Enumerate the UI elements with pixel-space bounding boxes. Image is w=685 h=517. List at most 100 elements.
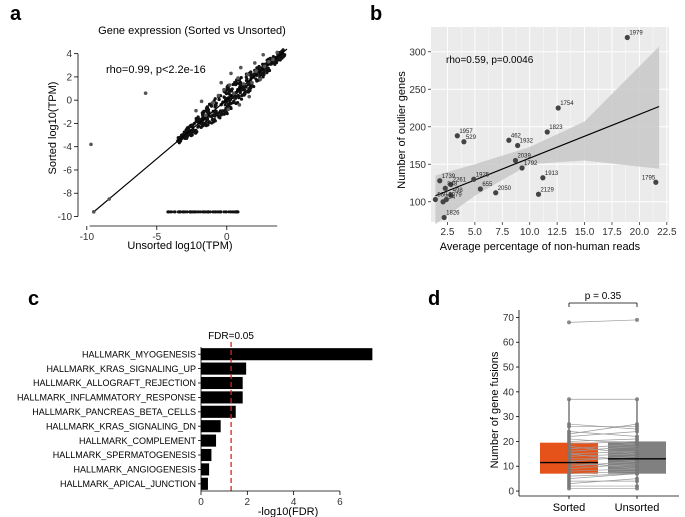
panel-a-title: Gene expression (Sorted vs Unsorted) [98, 25, 286, 37]
panel-a-point [143, 91, 148, 95]
panel-a-density-point [234, 96, 238, 100]
panel-b-point-label: 1823 [549, 125, 563, 131]
panel-a-density-point [228, 97, 233, 102]
panel-a-density-point [196, 118, 200, 123]
panel-a-point [253, 61, 257, 65]
panel-a-density-point [238, 91, 242, 95]
panel-b-point [477, 186, 483, 192]
panel-d-pair-line [568, 438, 638, 442]
panel-d-point-unsorted [635, 444, 639, 449]
panel-a-point [237, 103, 242, 107]
panel-a-density-point [210, 115, 214, 119]
panel-a-zero-row [166, 210, 240, 214]
panel-a-point [239, 65, 243, 70]
panel-a-y-tick-label: -6 [63, 165, 72, 176]
panel-a-density-point [222, 112, 226, 116]
panel-c-bar [201, 477, 208, 490]
panel-a-point [267, 59, 271, 64]
panel-a-y-tick-label: 0 [66, 96, 72, 107]
panel-b-annotation: rho=0.59, p=0.0046 [446, 55, 534, 66]
panel-c-bar [201, 448, 212, 462]
panel-a-density-point [216, 111, 220, 116]
panel-a-density-point [223, 108, 228, 112]
panel-a-y-tick-label: 4 [66, 49, 72, 60]
panel-b-point-label: 848 [447, 181, 458, 187]
panel-a-density-point [189, 133, 193, 138]
panel-a-point [216, 93, 221, 98]
panel-a-density-point [203, 123, 207, 127]
panel-a-density-point [214, 103, 218, 107]
panel-a-density-point [205, 105, 209, 109]
panel-a-density-point [205, 117, 210, 121]
panel-a-point [211, 100, 215, 105]
panel-b-point [461, 139, 467, 145]
panel-d-point-unsorted [635, 476, 639, 481]
panel-c-category-label: HALLMARK_COMPLEMENT [79, 436, 197, 446]
panel-a-point [199, 99, 204, 104]
panel-d-pair-line [568, 460, 638, 467]
panel-a-density-point [222, 95, 226, 99]
panel-a-density-point [247, 88, 251, 92]
panel-a-density-point [249, 70, 253, 74]
panel-a-x-tick-label: 0 [224, 232, 230, 243]
panel-d-pair-line [568, 463, 638, 470]
panel-a-density-point [191, 123, 195, 127]
panel-a-density-point [213, 119, 217, 123]
panel-a-density-point [239, 97, 244, 101]
panel-b-x-tick-label: 22.5 [657, 227, 677, 238]
panel-d-pair-line [568, 431, 638, 437]
panel-a-point [204, 113, 208, 118]
panel-d-point-sorted [567, 397, 571, 402]
panel-c-bar [201, 362, 247, 375]
panel-b-point-label: 734 [445, 195, 456, 201]
panel-d-y-tick-label: 10 [503, 462, 515, 473]
panel-b-point-label: 2129 [540, 187, 554, 193]
panel-d-pair-line [568, 446, 638, 455]
panel-a-y-tick-label: -8 [63, 189, 72, 200]
panel-d-pvalue: p = 0.35 [585, 291, 622, 302]
panel-a-density-point [274, 60, 279, 65]
panel-c-category-label: HALLMARK_PANCREAS_BETA_CELLS [32, 407, 196, 417]
panel-a-density-point [214, 109, 218, 113]
panel-b-point-label: 1957 [459, 129, 473, 135]
panel-b-point-label: 655 [482, 182, 493, 188]
panel-c-category-label: HALLMARK_INFLAMMATORY_RESPONSE [17, 393, 196, 403]
panel-a-density-point [249, 74, 253, 78]
panel-d-pair-line [568, 455, 638, 462]
panel-a-density-point [261, 75, 265, 79]
panel-c-category-label: HALLMARK_ALLOGRAFT_REJECTION [33, 378, 196, 388]
panel-a-zero-point [219, 210, 223, 214]
panel-a-point [107, 197, 111, 201]
panel-a-x-label: Unsorted log10(TPM) [127, 240, 232, 252]
panel-a-point [92, 210, 96, 214]
panel-b-y-tick-label: 100 [409, 197, 426, 208]
panel-a-density-point [197, 124, 201, 128]
panel-d-point-unsorted [635, 461, 639, 466]
panel-a-zero-point [215, 210, 219, 214]
panel-b-y-tick-label: 250 [409, 85, 426, 96]
panel-b-point-label: 498 [453, 188, 464, 194]
panel-a-point [258, 77, 263, 82]
panel-a-y-tick-label: 2 [66, 72, 72, 83]
panel-d-point-unsorted [635, 486, 639, 491]
panel-d-pair-line [568, 468, 638, 472]
panel-c-category-label: HALLMARK_MYOGENESIS [82, 349, 196, 359]
panel-c-category-label: HALLMARK_KRAS_SIGNALING_DN [46, 421, 196, 431]
panel-c-bar [201, 348, 373, 361]
panel-a-density-point [255, 66, 259, 70]
panel-a-density-point [245, 77, 249, 81]
panel-a-zero-point [230, 210, 234, 214]
panel-c-bar [201, 391, 243, 404]
panel-c-x-tick-label: 0 [198, 497, 204, 508]
panel-c-bar [201, 463, 210, 476]
panel-c-category-label: HALLMARK_APICAL_JUNCTION [60, 479, 196, 489]
panel-a-point [226, 107, 230, 112]
panel-d-point-unsorted [635, 429, 639, 434]
panel-c-category-label: HALLMARK_SPERMATOGENESIS [53, 450, 196, 460]
panel-d-point-unsorted [635, 397, 639, 402]
panel-a-point [219, 80, 223, 85]
panel-d-pair-line [568, 451, 638, 455]
panel-a-density-point [207, 120, 211, 124]
panel-a-density-point [176, 136, 180, 140]
panel-a-density-point [230, 87, 234, 91]
